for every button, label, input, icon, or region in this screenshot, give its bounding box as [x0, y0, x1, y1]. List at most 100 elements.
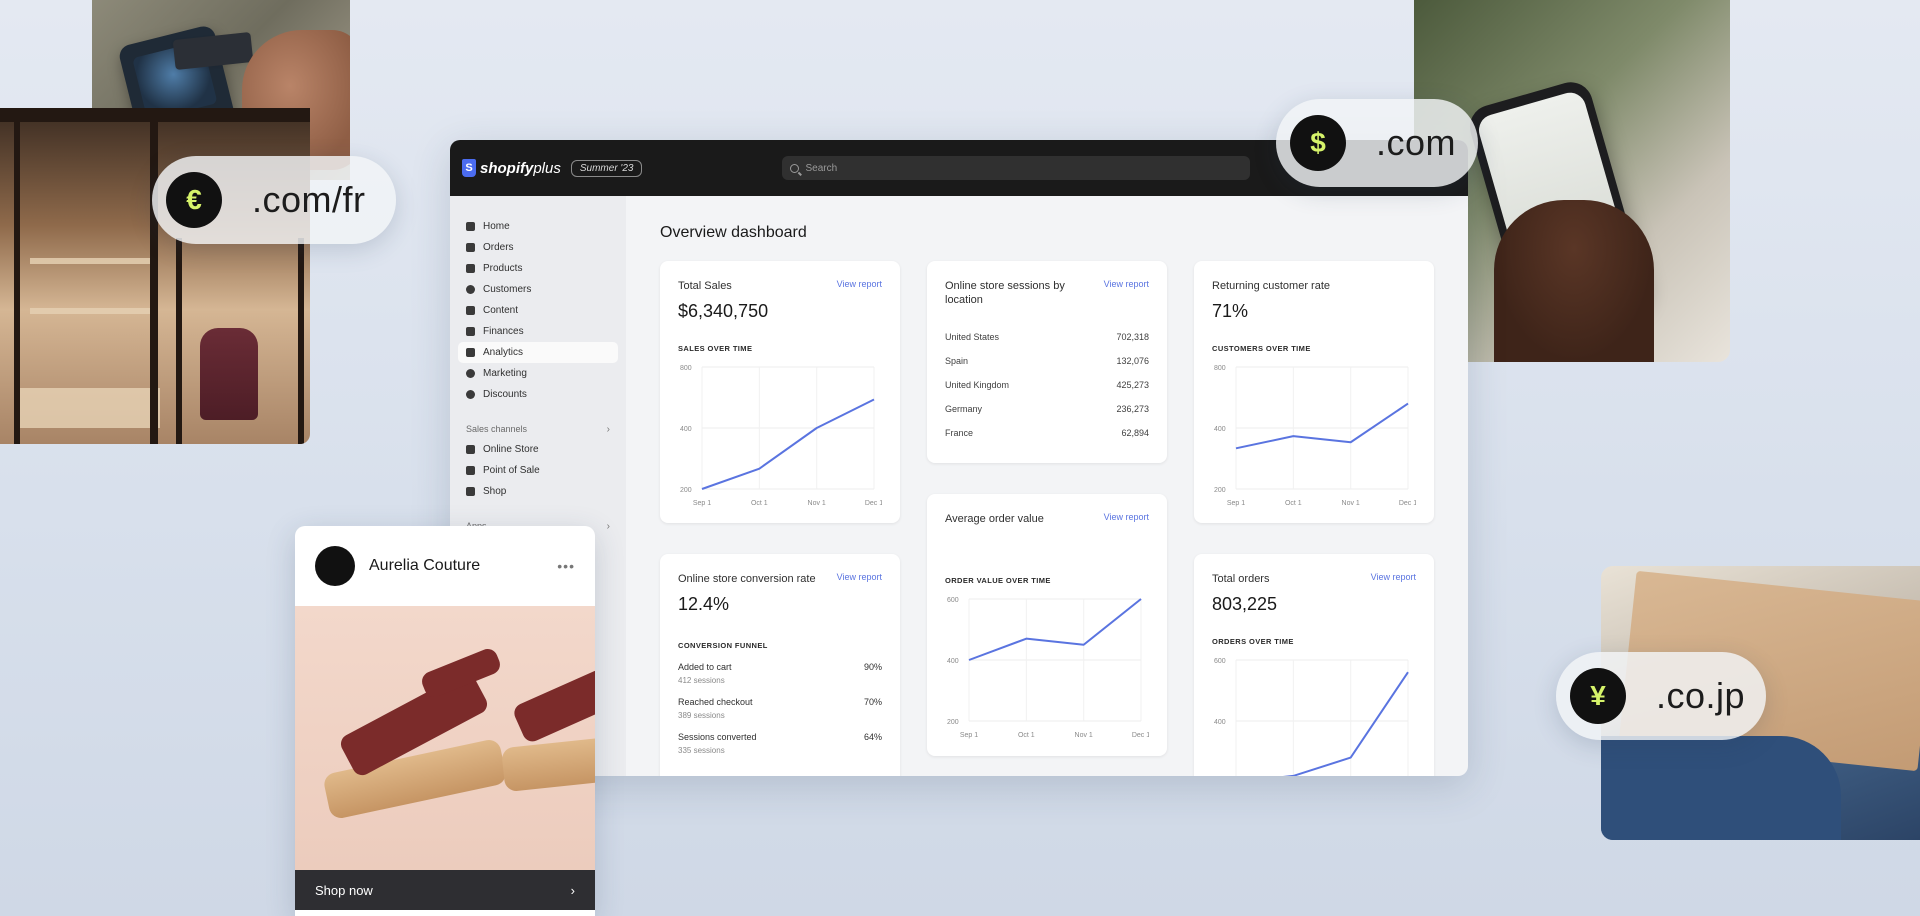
view-report-link[interactable]: View report: [1103, 279, 1149, 289]
total-orders-value: 803,225: [1212, 594, 1278, 614]
mobile-shopping-photo: [1414, 0, 1730, 362]
shelf: [30, 308, 150, 314]
chevron-right-icon: ›: [606, 423, 610, 435]
door-frame: [176, 238, 182, 444]
total-sales-value: $6,340,750: [678, 301, 769, 321]
sidebar-item-customers[interactable]: Customers: [458, 279, 618, 300]
mannequin-dress: [200, 328, 258, 420]
funnel-step-pct: 90%: [863, 662, 882, 672]
returning-customer-card: Returning customer rate 71% CUSTOMERS OV…: [1194, 261, 1434, 523]
chart-label: ORDER VALUE OVER TIME: [945, 576, 1051, 585]
x-tick-label: Dec 1: [1399, 500, 1416, 507]
courier-arm: [1601, 736, 1841, 840]
returning-rate-value: 71%: [1212, 301, 1249, 321]
average-order-value-card: Average order value View report ORDER VA…: [927, 494, 1167, 756]
sandal-strap: [511, 667, 595, 745]
location-row: United States 702,318: [945, 325, 1149, 349]
sidebar-item-label: Finances: [483, 326, 524, 337]
shopping-bag-icon: S: [462, 159, 476, 177]
sandal-sole: [501, 735, 595, 793]
post-header: Aurelia Couture •••: [295, 526, 595, 606]
location-row: Spain 132,076: [945, 349, 1149, 373]
dollar-icon: $: [1290, 115, 1346, 171]
hand: [1494, 200, 1654, 362]
card-title: Online store sessions by location: [945, 280, 1065, 306]
chart-label: CUSTOMERS OVER TIME: [1212, 344, 1311, 353]
location-list: United States 702,318 Spain 132,076 United…: [945, 325, 1149, 445]
funnel-step: Sessions converted 64% 335 sessions: [678, 732, 882, 755]
currency-pill-euro: € .com/fr: [152, 156, 396, 244]
chevron-right-icon: ›: [606, 520, 610, 532]
series-line: [701, 398, 875, 490]
view-report-link[interactable]: View report: [836, 572, 882, 582]
more-options-icon[interactable]: •••: [557, 558, 575, 574]
funnel-step-pct: 70%: [863, 697, 882, 707]
discount-icon: [466, 390, 475, 399]
sidebar-item-label: Products: [483, 263, 523, 274]
session-count: 702,318: [1116, 332, 1149, 342]
search-icon: [790, 163, 800, 173]
sidebar-item-analytics[interactable]: Analytics: [458, 342, 618, 363]
avatar[interactable]: [315, 546, 355, 586]
country-name: Germany: [945, 404, 983, 414]
sidebar-item-shop[interactable]: Shop: [458, 481, 618, 502]
y-tick-label: 800: [680, 365, 692, 372]
domain-label: .com: [1376, 122, 1457, 163]
funnel-step: Reached checkout 70% 389 sessions: [678, 697, 882, 720]
sidebar-item-finances[interactable]: Finances: [458, 321, 618, 342]
funnel-step-label: Added to cart: [678, 662, 732, 672]
currency-pill-dollar: $ .com: [1276, 99, 1478, 187]
sidebar-item-content[interactable]: Content: [458, 300, 618, 321]
shop-icon: [466, 487, 475, 496]
sales-channels-header[interactable]: Sales channels ›: [466, 423, 610, 435]
sidebar-item-point-of-sale[interactable]: Point of Sale: [458, 460, 618, 481]
shop-now-button[interactable]: Shop now ›: [295, 870, 595, 910]
pos-icon: [466, 466, 475, 475]
chart-label: CONVERSION FUNNEL: [678, 641, 768, 650]
sidebar-item-marketing[interactable]: Marketing: [458, 363, 618, 384]
edition-badge: Summer '23: [570, 159, 643, 177]
x-tick-label: Oct 1: [751, 500, 768, 507]
sidebar-item-home[interactable]: Home: [458, 216, 618, 237]
x-tick-label: Sep 1: [1227, 500, 1245, 507]
x-tick-label: Sep 1: [693, 500, 711, 507]
view-report-link[interactable]: View report: [1103, 512, 1149, 522]
bank-icon: [466, 327, 475, 336]
dashboard-main: Overview dashboard Total Sales View repo…: [626, 196, 1468, 776]
sidebar-item-products[interactable]: Products: [458, 258, 618, 279]
sidebar-item-label: Point of Sale: [483, 465, 540, 476]
funnel-step: Added to cart 90% 412 sessions: [678, 662, 882, 685]
chart-label: ORDERS OVER TIME: [1212, 637, 1294, 646]
y-tick-label: 200: [1214, 487, 1226, 494]
view-report-link[interactable]: View report: [836, 279, 882, 289]
sidebar-item-label: Orders: [483, 242, 514, 253]
shopify-admin-window: S shopifyplus Summer '23 Search Home Orde…: [450, 140, 1468, 776]
shopify-plus-logo[interactable]: S shopifyplus: [462, 159, 561, 177]
x-tick-label: Nov 1: [1342, 500, 1360, 507]
yen-icon: ¥: [1570, 668, 1626, 724]
x-tick-label: Oct 1: [1018, 732, 1035, 739]
conversion-funnel: Added to cart 90% 412 sessions Reached che…: [678, 662, 882, 755]
sidebar-item-discounts[interactable]: Discounts: [458, 384, 618, 405]
view-report-link[interactable]: View report: [1370, 572, 1416, 582]
door-frame: [14, 108, 20, 444]
door-frame: [298, 238, 304, 444]
sidebar-item-online-store[interactable]: Online Store: [458, 439, 618, 460]
sidebar-item-orders[interactable]: Orders: [458, 237, 618, 258]
sidebar-item-label: Customers: [483, 284, 532, 295]
card-title: Returning customer rate: [1212, 280, 1330, 292]
search-input[interactable]: Search: [782, 156, 1251, 180]
search-placeholder: Search: [805, 162, 838, 174]
x-tick-label: Sep 1: [960, 732, 978, 739]
country-name: Spain: [945, 356, 969, 366]
domain-label: .co.jp: [1656, 675, 1746, 716]
funnel-step-sessions: 412 sessions: [678, 676, 725, 685]
store-icon: [466, 445, 475, 454]
post-author-name: Aurelia Couture: [369, 557, 481, 574]
card-title: Online store conversion rate: [678, 573, 816, 585]
sessions-by-location-card: Online store sessions by location View r…: [927, 261, 1167, 463]
funnel-step-pct: 64%: [863, 732, 882, 742]
session-count: 236,273: [1116, 404, 1149, 414]
